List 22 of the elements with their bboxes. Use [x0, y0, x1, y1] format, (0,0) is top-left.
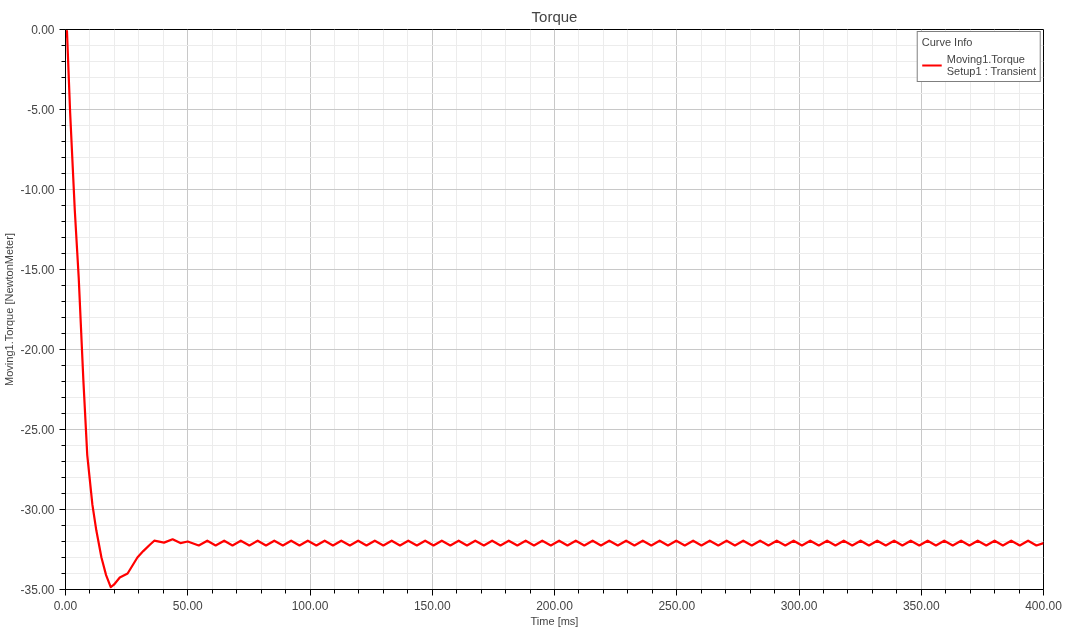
x-tick-label: 100.00 — [291, 598, 329, 613]
x-tick-label: 400.00 — [1025, 598, 1063, 613]
x-axis-title: Time [ms] — [530, 614, 579, 627]
y-tick-label: -5.00 — [27, 103, 55, 117]
y-tick-label: -30.00 — [20, 503, 55, 517]
y-tick-label: -20.00 — [20, 343, 55, 357]
y-tick-label: -25.00 — [20, 423, 55, 437]
y-axis-title: Moving1.Torque [NewtonMeter] — [3, 233, 16, 386]
legend-label: Moving1.Torque Setup1 : Transient — [946, 53, 1036, 77]
y-tick-label: -10.00 — [20, 183, 55, 197]
x-tick-label: 50.00 — [172, 598, 204, 613]
y-tick-label: -35.00 — [20, 583, 55, 597]
x-tick-label: 250.00 — [658, 598, 696, 613]
x-tick-label: 150.00 — [413, 598, 451, 613]
chart-title: Torque — [531, 7, 578, 25]
x-tick-label: 0.00 — [53, 598, 78, 613]
y-tick-label: 0.00 — [31, 23, 55, 37]
x-tick-label: 300.00 — [780, 598, 818, 613]
y-tick-label: -15.00 — [20, 263, 55, 277]
x-tick-label: 350.00 — [902, 598, 940, 613]
legend-title: Curve Info — [921, 36, 974, 48]
x-tick-label: 200.00 — [536, 598, 574, 613]
